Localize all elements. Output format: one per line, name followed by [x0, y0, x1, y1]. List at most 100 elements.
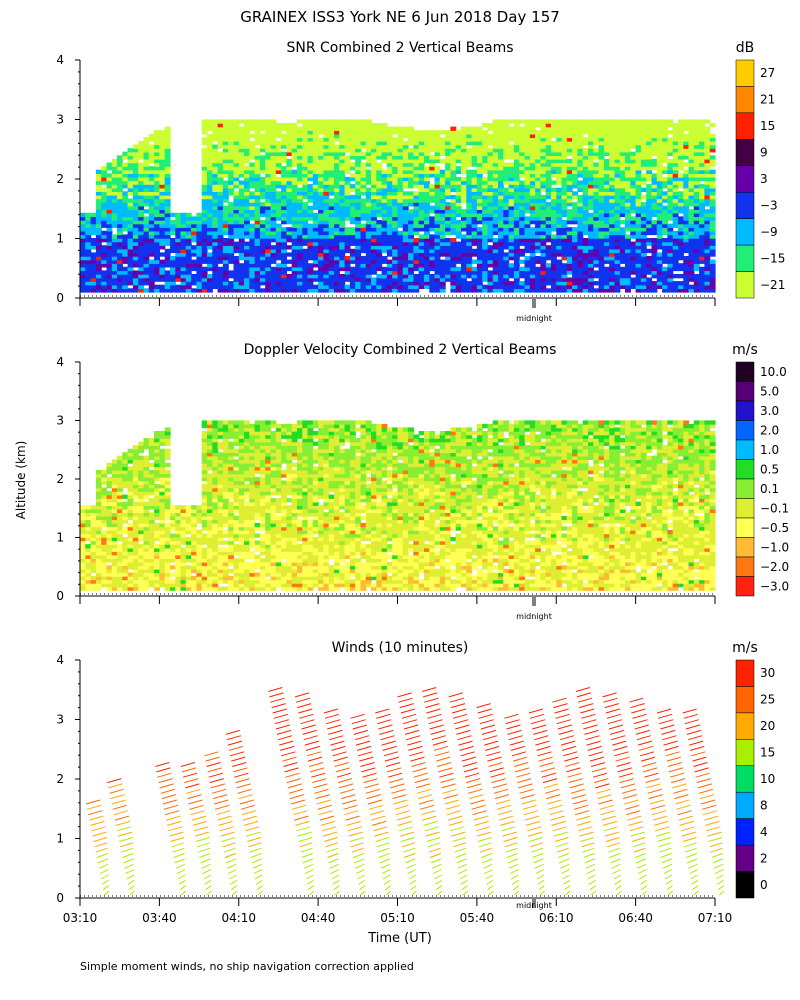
heatmap-cell	[360, 288, 367, 293]
heatmap-cell	[572, 266, 578, 272]
heatmap-cell	[513, 176, 520, 182]
heatmap-cell	[371, 180, 377, 185]
heatmap-cell	[95, 191, 102, 196]
heatmap-cell	[662, 140, 668, 146]
heatmap-cell	[513, 216, 520, 221]
heatmap-cell	[164, 130, 171, 135]
heatmap-cell	[386, 270, 393, 275]
heatmap-cell	[265, 223, 272, 228]
heatmap-cell	[572, 119, 578, 124]
heatmap-cell	[217, 241, 224, 246]
heatmap-cell	[244, 173, 250, 178]
heatmap-cell	[386, 209, 393, 214]
heatmap-cell	[503, 274, 510, 279]
heatmap-cell	[233, 130, 240, 135]
heatmap-cell	[625, 238, 631, 243]
heatmap-cell	[625, 133, 631, 139]
heatmap-cell	[693, 166, 700, 171]
heatmap-cell	[212, 220, 219, 225]
heatmap-cell	[630, 158, 637, 164]
heatmap-cell	[535, 270, 541, 275]
heatmap-cell	[408, 173, 414, 178]
heatmap-cell	[540, 234, 547, 239]
heatmap-cell	[614, 259, 621, 264]
heatmap-cell	[540, 241, 547, 246]
heatmap-cell	[651, 252, 658, 257]
heatmap-cell	[424, 144, 430, 149]
heatmap-cell	[693, 223, 700, 228]
heatmap-cell	[678, 123, 684, 128]
heatmap-cell	[461, 180, 467, 185]
heatmap-cell	[212, 180, 219, 185]
heatmap-cell	[619, 162, 626, 167]
heatmap-cell	[318, 176, 324, 182]
heatmap-cell	[519, 274, 526, 279]
heatmap-cell	[249, 270, 256, 275]
heatmap-cell	[619, 212, 626, 218]
heatmap-cell	[402, 238, 409, 243]
heatmap-cell	[365, 180, 372, 185]
heatmap-cell	[471, 241, 478, 246]
heatmap-cell	[508, 166, 515, 171]
heatmap-cell	[312, 123, 319, 128]
heatmap-cell	[302, 180, 309, 185]
heatmap-cell	[503, 241, 510, 246]
heatmap-cell	[212, 169, 219, 174]
heatmap-cell	[672, 155, 679, 160]
heatmap-cell	[334, 202, 340, 207]
heatmap-cell	[413, 133, 420, 139]
heatmap-cell	[138, 173, 145, 178]
heatmap-cell	[371, 151, 377, 156]
heatmap-cell	[244, 202, 250, 207]
heatmap-cell	[238, 238, 245, 243]
heatmap-cell	[693, 209, 700, 214]
heatmap-cell	[429, 194, 436, 200]
heatmap-cell	[614, 148, 621, 153]
heatmap-cell	[101, 212, 108, 218]
heatmap-cell	[132, 238, 139, 243]
heatmap-cell	[201, 148, 208, 153]
heatmap-cell	[334, 158, 340, 164]
heatmap-cell	[249, 259, 256, 264]
heatmap-cell	[704, 281, 711, 286]
heatmap-cell	[704, 245, 711, 250]
heatmap-cell	[164, 162, 171, 167]
heatmap-cell	[138, 227, 145, 232]
heatmap-cell	[201, 137, 208, 142]
heatmap-cell	[466, 126, 473, 131]
heatmap-cell	[614, 270, 621, 275]
heatmap-cell	[138, 230, 145, 236]
heatmap-cell	[265, 248, 272, 254]
heatmap-cell	[249, 256, 256, 261]
heatmap-cell	[476, 205, 483, 210]
heatmap-cell	[535, 234, 541, 239]
heatmap-cell	[275, 209, 282, 214]
heatmap-cell	[688, 155, 695, 160]
heatmap-cell	[191, 223, 197, 228]
heatmap-cell	[699, 173, 705, 178]
heatmap-cell	[424, 212, 430, 218]
heatmap-cell	[249, 151, 256, 156]
heatmap-cell	[603, 248, 610, 254]
heatmap-cell	[651, 151, 658, 156]
heatmap-cell	[508, 202, 515, 207]
heatmap-cell	[429, 227, 436, 232]
heatmap-cell	[164, 133, 171, 139]
heatmap-cell	[513, 252, 520, 257]
heatmap-cell	[238, 173, 245, 178]
heatmap-cell	[334, 148, 340, 153]
heatmap-cell	[651, 144, 658, 149]
heatmap-cell	[233, 220, 240, 225]
heatmap-cell	[656, 223, 663, 228]
heatmap-cell	[466, 202, 473, 207]
heatmap-cell	[339, 259, 346, 264]
heatmap-cell	[450, 212, 457, 218]
heatmap-cell	[508, 151, 515, 156]
heatmap-cell	[656, 144, 663, 149]
heatmap-cell	[259, 144, 266, 149]
heatmap-cell	[138, 184, 145, 189]
heatmap-cell	[524, 238, 531, 243]
heatmap-cell	[371, 166, 377, 171]
heatmap-cell	[609, 169, 616, 174]
heatmap-cell	[545, 209, 552, 214]
